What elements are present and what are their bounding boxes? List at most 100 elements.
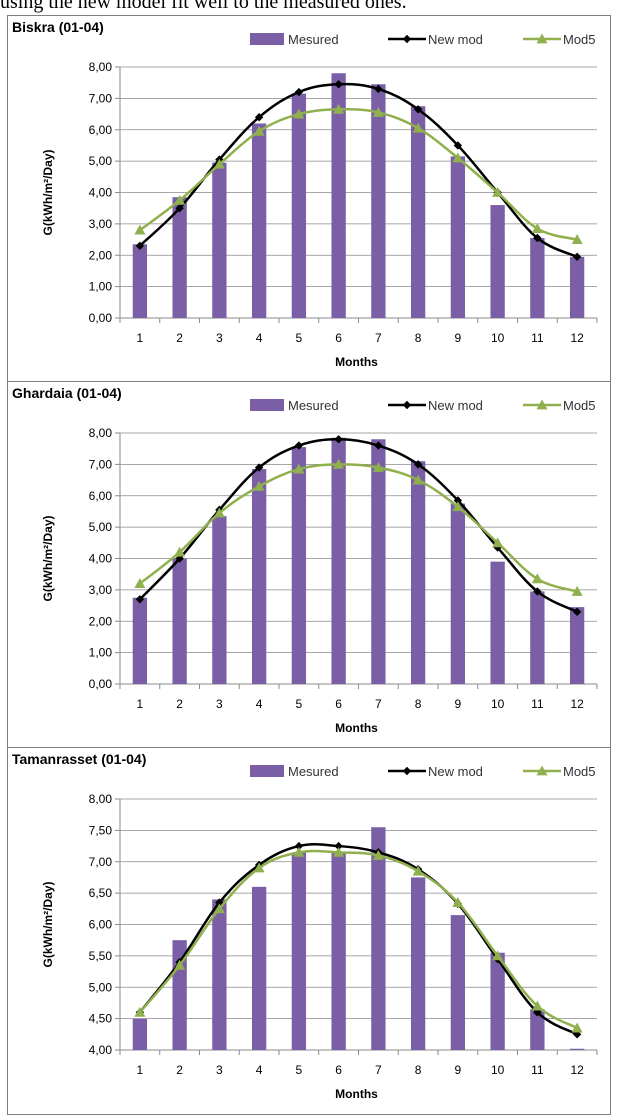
bar-mesured — [410, 461, 426, 684]
x-tick-label: 6 — [335, 1063, 342, 1077]
point-mod5 — [174, 194, 186, 205]
legend-label: New mod — [428, 764, 483, 779]
x-tick-label: 10 — [491, 1063, 505, 1077]
legend-marker-mod5 — [536, 399, 548, 410]
legend-swatch-mesured — [250, 399, 284, 411]
y-tick-label: 6,00 — [89, 489, 113, 503]
bar-mesured — [172, 558, 187, 684]
bar-mesured — [331, 73, 346, 319]
y-tick-label: 5,00 — [89, 980, 113, 994]
x-tick-label: 3 — [216, 331, 223, 345]
chart-title: Tamanrasset (01-04) — [12, 751, 147, 767]
y-tick-label: 5,50 — [89, 949, 113, 963]
point-mod5 — [372, 462, 384, 472]
point-new-mod — [413, 460, 423, 469]
y-axis-label: G(kWh/m²/Day) — [41, 149, 55, 235]
point-mod5 — [333, 846, 345, 857]
legend-label: Mesured — [288, 32, 339, 47]
point-mod5 — [293, 846, 305, 857]
point-mod5 — [333, 103, 345, 114]
x-tick-label: 5 — [296, 697, 303, 711]
point-mod5 — [412, 865, 424, 876]
bar-mesured — [450, 915, 466, 1050]
point-new-mod — [334, 841, 343, 851]
bar-mesured — [132, 244, 148, 318]
point-new-mod — [533, 587, 542, 596]
x-tick-label: 2 — [176, 331, 183, 345]
point-mod5 — [333, 458, 345, 469]
x-axis-label: Months — [335, 721, 378, 735]
y-tick-label: 4,00 — [89, 552, 113, 566]
x-axis-label: Months — [335, 1087, 378, 1101]
point-mod5 — [531, 573, 543, 584]
point-mod5 — [492, 187, 504, 197]
point-new-mod — [254, 463, 264, 472]
y-tick-label: 3,00 — [89, 217, 113, 231]
x-tick-label: 12 — [570, 331, 584, 345]
chart-title: Biskra (01-04) — [12, 19, 104, 35]
bar-mesured — [291, 852, 307, 1050]
y-tick-label: 5,00 — [89, 154, 113, 168]
bar-mesured — [291, 93, 307, 318]
y-tick-label: 1,00 — [89, 646, 113, 660]
bar-mesured — [410, 877, 426, 1050]
x-tick-label: 7 — [375, 331, 382, 345]
legend-marker-new-mod — [402, 766, 412, 776]
point-mod5 — [571, 585, 583, 596]
x-tick-label: 8 — [415, 331, 422, 345]
x-tick-label: 5 — [296, 1063, 303, 1077]
legend-swatch-mesured — [250, 33, 284, 45]
legend-label: New mod — [428, 32, 483, 47]
x-tick-label: 8 — [415, 697, 422, 711]
page-top-text: using the new model fit well to the meas… — [0, 0, 407, 13]
point-mod5 — [531, 1000, 543, 1011]
bar-mesured — [331, 437, 346, 684]
x-tick-label: 9 — [455, 1063, 462, 1077]
bar-mesured — [450, 156, 466, 318]
bar-mesured — [530, 591, 545, 684]
bar-mesured — [251, 469, 267, 684]
chart-tamanrasset: 4,004,505,005,506,006,507,007,508,001 2 3 4… — [41, 764, 598, 1101]
point-mod5 — [372, 849, 384, 860]
x-tick-label: 1 — [137, 1063, 144, 1077]
x-tick-label: 9 — [455, 697, 462, 711]
y-tick-label: 7,00 — [89, 855, 113, 869]
y-tick-label: 0,00 — [89, 311, 113, 325]
y-tick-label: 2,00 — [89, 614, 113, 628]
line-mod5 — [139, 463, 578, 593]
point-new-mod — [413, 105, 423, 114]
point-mod5 — [293, 463, 305, 474]
bar-mesured — [371, 439, 386, 684]
legend-label: Mesured — [288, 764, 339, 779]
point-new-mod — [294, 441, 304, 450]
bar-mesured — [569, 1048, 585, 1050]
point-mod5 — [571, 1022, 583, 1033]
point-mod5 — [492, 537, 504, 548]
legend-label: Mod5 — [563, 32, 596, 47]
y-tick-label: 7,50 — [89, 823, 113, 837]
y-tick-label: 6,00 — [89, 918, 113, 932]
legend-label: Mesured — [288, 398, 339, 413]
line-mod5 — [138, 849, 578, 1030]
point-mod5 — [452, 152, 464, 163]
point-mod5 — [492, 950, 504, 961]
x-tick-label: 3 — [216, 697, 223, 711]
bar-mesured — [291, 447, 307, 684]
point-new-mod — [374, 441, 383, 450]
x-tick-label: 8 — [415, 1063, 422, 1077]
point-new-mod — [572, 607, 582, 617]
legend-marker-new-mod — [402, 34, 412, 44]
chart-panel-tamanrasset: Tamanrasset (01-04) 4,00 4,50 5,00 5,50 6,00… — [7, 747, 611, 1115]
point-mod5 — [174, 546, 186, 557]
point-new-mod — [572, 252, 582, 262]
point-mod5 — [213, 903, 225, 914]
point-mod5 — [213, 158, 225, 169]
bar-mesured — [530, 1009, 545, 1050]
bar-mesured — [212, 516, 227, 684]
x-tick-label: 9 — [455, 331, 462, 345]
point-mod5 — [372, 106, 384, 117]
legend-label: Mod5 — [563, 764, 596, 779]
bar-mesured — [251, 123, 267, 318]
bar-mesured — [331, 852, 346, 1050]
y-tick-label: 8,00 — [89, 60, 113, 74]
